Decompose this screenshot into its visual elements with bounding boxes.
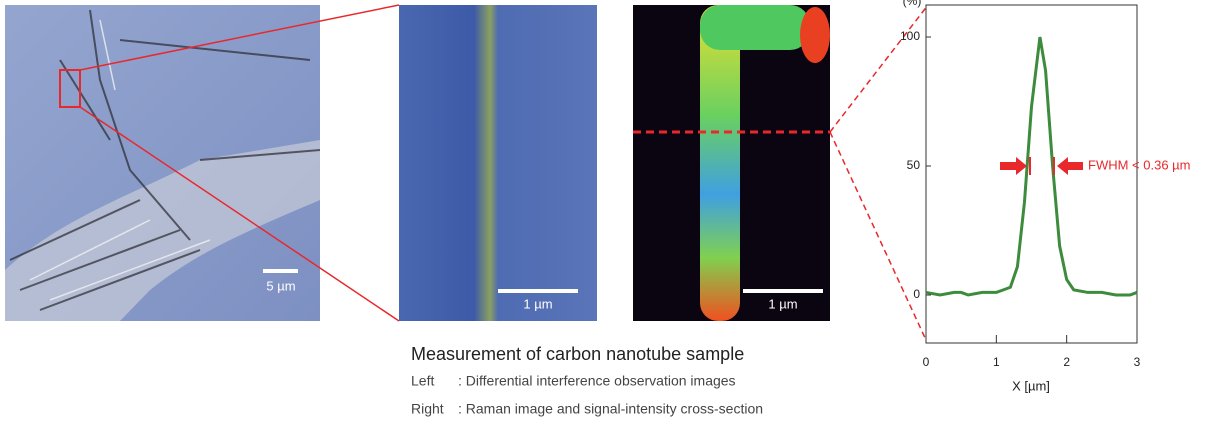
y-tick-label: 50 bbox=[907, 158, 921, 172]
x-tick-label: 0 bbox=[923, 355, 930, 369]
caption-title: Measurement of carbon nanotube sample bbox=[411, 344, 744, 364]
caption-text: : Differential interference observation … bbox=[458, 373, 736, 389]
dic-image-left bbox=[5, 5, 321, 321]
profile-line bbox=[925, 36, 1138, 297]
annotation: FWHM < 0.36 µm bbox=[1088, 157, 1190, 172]
x-tick-label: 2 bbox=[1063, 355, 1070, 369]
raman-image bbox=[633, 5, 830, 321]
arrow bbox=[1000, 157, 1027, 176]
scale-bar-label: 5 µm bbox=[266, 278, 295, 293]
y-tick-label: 100 bbox=[900, 29, 920, 43]
scale-bar-label: 1 µm bbox=[768, 296, 797, 311]
x-tick-label: 1 bbox=[993, 355, 1000, 369]
caption-label: Left bbox=[411, 373, 434, 389]
y-tick-label: 0 bbox=[913, 287, 920, 301]
y-axis-label: (%) bbox=[903, 0, 922, 8]
caption-label: Right bbox=[411, 401, 444, 417]
scale-bar-label: 1 µm bbox=[523, 296, 552, 311]
caption-text: : Raman image and signal-intensity cross… bbox=[458, 401, 763, 417]
x-axis-label: X [µm] bbox=[1012, 378, 1050, 393]
dic-image-zoom bbox=[399, 5, 597, 321]
arrow bbox=[1057, 157, 1083, 176]
plot-frame bbox=[925, 4, 1138, 344]
x-tick-label: 3 bbox=[1134, 355, 1141, 369]
